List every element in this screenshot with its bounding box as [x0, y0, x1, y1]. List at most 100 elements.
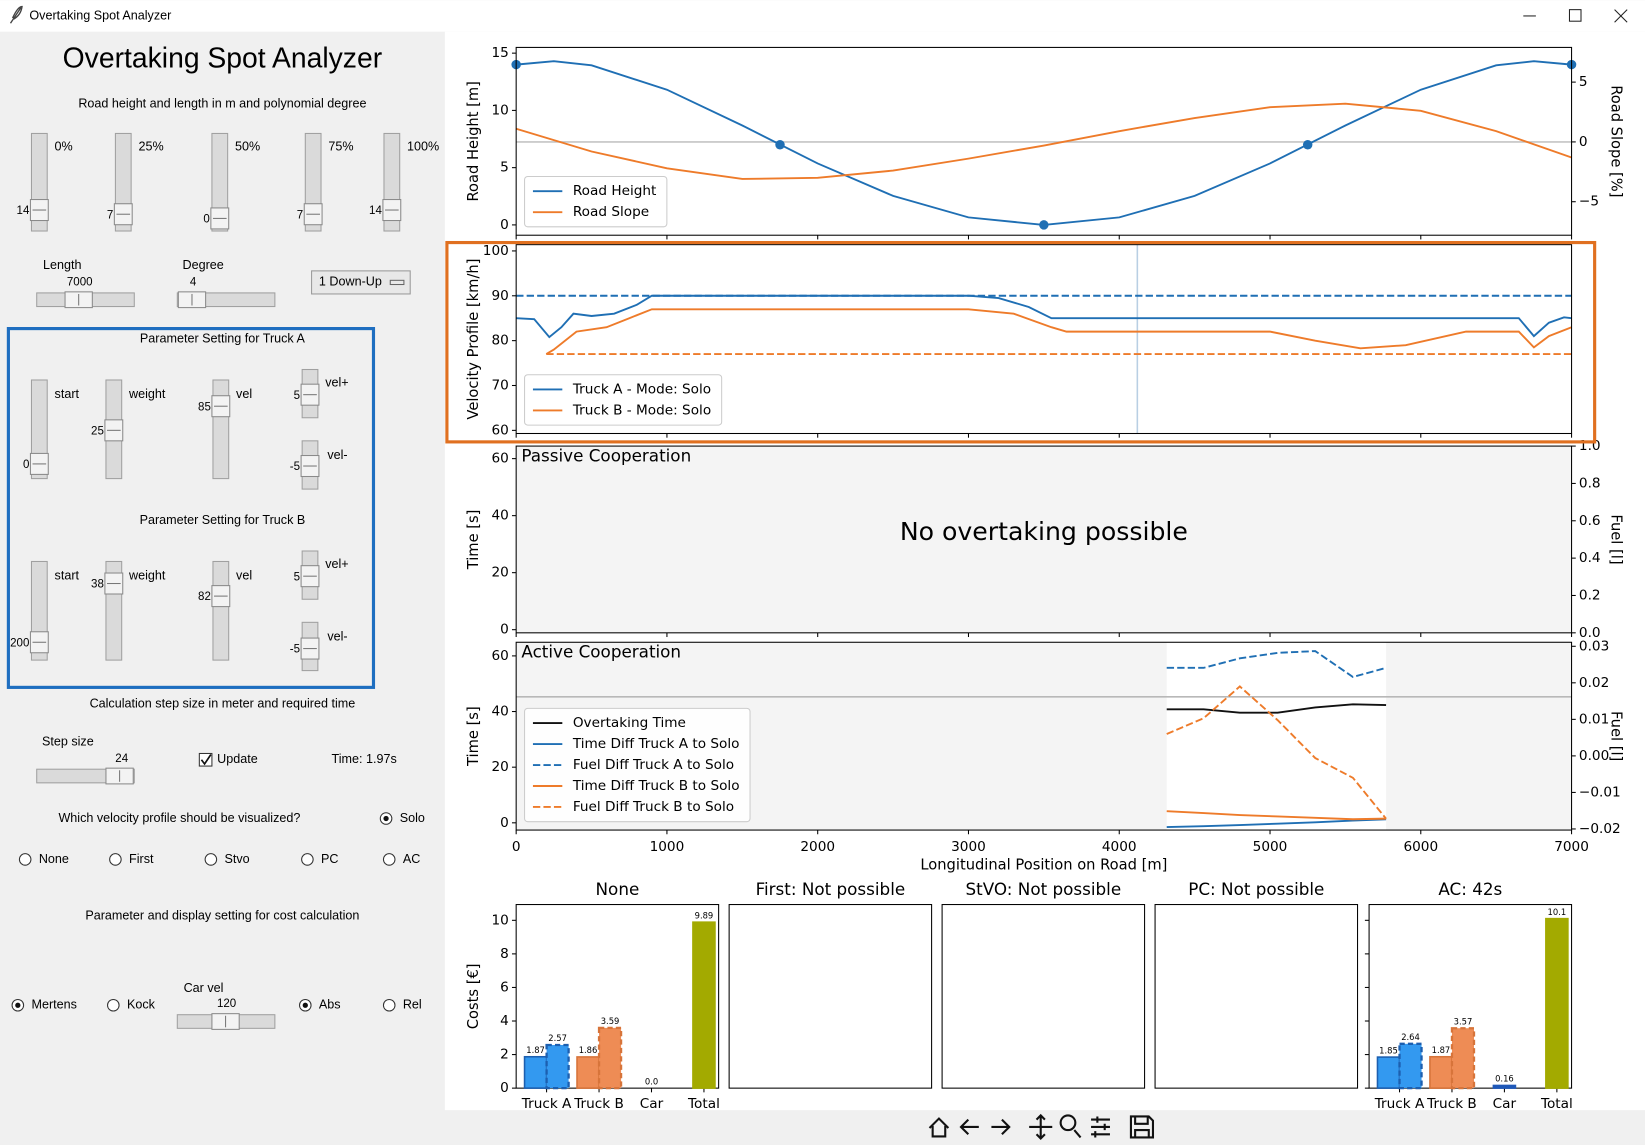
slider-label: vel [236, 387, 252, 401]
y2-tick-label: −0.02 [1579, 821, 1621, 837]
slider-trough[interactable] [212, 379, 230, 480]
checkbox-label: Update [217, 752, 258, 766]
slider-value: 5 [294, 390, 300, 402]
y-axis-label: Time [s] [465, 706, 482, 767]
radio-label: None [39, 852, 69, 866]
radio-button[interactable] [204, 853, 218, 866]
slider-value: 0 [203, 214, 209, 226]
radio-label: Stvo [225, 852, 250, 866]
checkbox-check [200, 754, 212, 766]
radio-label: Rel [403, 998, 422, 1012]
close-button[interactable] [1614, 9, 1628, 23]
legend-box [524, 374, 723, 426]
save-button[interactable] [1129, 1115, 1155, 1139]
slider-label: vel- [327, 629, 347, 643]
app-icon [9, 5, 23, 24]
slider-value: 200 [10, 637, 29, 649]
back-button[interactable] [959, 1118, 979, 1136]
y-tick-label: 6 [500, 979, 509, 995]
y2-tick-label: 0.00 [1579, 748, 1609, 764]
subplot-title: PC: Not possible [1188, 879, 1324, 899]
radio-button[interactable] [382, 853, 396, 866]
slider-value: 5 [294, 571, 300, 583]
option-menu[interactable] [311, 270, 411, 295]
y-tick-label: 15 [491, 45, 508, 61]
slider-label: vel [236, 569, 252, 583]
y-tick-label: 80 [491, 333, 508, 349]
radio-button[interactable] [109, 853, 122, 866]
plot-bg [516, 446, 1572, 633]
data-line [1166, 818, 1387, 828]
slider-label: start [55, 569, 80, 583]
radio-label: Kock [127, 998, 156, 1012]
bar-value-label: 0.16 [1495, 1074, 1514, 1084]
radio-label: AC [403, 852, 420, 866]
radio-button[interactable] [107, 998, 120, 1012]
group-title: Parameter Setting for Truck B [140, 513, 306, 527]
legend-label: Truck A - Mode: Solo [572, 381, 711, 397]
pan-button[interactable] [1029, 1113, 1053, 1140]
x-tick-label: 5000 [1253, 839, 1288, 855]
radio-label: PC [321, 852, 338, 866]
highlight-span [1166, 642, 1387, 831]
forward-button[interactable] [991, 1118, 1011, 1136]
data-line [1166, 650, 1387, 679]
x-tick-label: Truck B [573, 1096, 624, 1112]
maximize-button[interactable] [1568, 9, 1582, 22]
radio-button[interactable] [301, 853, 314, 866]
y-axis-label: Time [s] [465, 510, 482, 571]
x-tick-label: Truck A [521, 1096, 572, 1112]
radio-button[interactable] [382, 998, 396, 1012]
radio-button[interactable] [18, 853, 32, 866]
toolbar [928, 1113, 1155, 1140]
x-tick-label: 1000 [650, 839, 685, 855]
y-tick-label: 60 [491, 422, 508, 438]
configure-button[interactable] [1091, 1116, 1110, 1138]
zoom-button[interactable] [1059, 1114, 1082, 1139]
legend: Overtaking Time Time Diff Truck A to Solo… [524, 707, 751, 823]
slider-trough[interactable] [212, 560, 230, 661]
bar [576, 1056, 600, 1089]
bar-value-label: 1.85 [1379, 1045, 1398, 1055]
radio-label: First [129, 852, 154, 866]
slider-trough[interactable] [211, 132, 229, 232]
y2-tick-label: 0.02 [1579, 675, 1609, 691]
bar-value-label: 1.86 [579, 1045, 598, 1055]
slider-label: 25% [138, 139, 163, 153]
slider-label: Length [43, 258, 81, 272]
home-button[interactable] [928, 1117, 950, 1138]
radio-dot [15, 1002, 21, 1008]
x-tick-label: Car [1493, 1096, 1517, 1112]
y2-tick-label: 0.8 [1579, 475, 1601, 491]
slider-value: 38 [91, 579, 104, 591]
section-label: Parameter and display setting for cost c… [85, 908, 359, 922]
bar [523, 1055, 548, 1089]
truck-params-highlight [6, 327, 376, 689]
legend-box [524, 175, 668, 228]
annotation: No overtaking possible [900, 517, 1188, 546]
slider-label: Car vel [184, 981, 224, 995]
slider-value: 14 [369, 205, 382, 217]
y-axis-label: Road Height [m] [465, 81, 482, 201]
slider-value: 7 [297, 209, 303, 221]
data-line [1166, 703, 1387, 714]
slider-label: Degree [183, 258, 224, 272]
legend-label: Road Height [573, 183, 657, 199]
group-title: Parameter Setting for Truck A [140, 331, 306, 345]
y-tick-label: 60 [491, 648, 508, 664]
bar [1376, 1056, 1401, 1089]
y-axis-label: Costs [€] [465, 963, 482, 1029]
slider-label: vel- [327, 448, 347, 462]
radio-dot [302, 1002, 308, 1008]
option-menu-text: 1 Down-Up [319, 275, 382, 289]
bar-value-label: 2.57 [548, 1033, 567, 1043]
slider-value: 0 [23, 459, 29, 471]
section-label: Road height and length in m and polynomi… [78, 96, 366, 110]
legend-label: Time Diff Truck A to Solo [572, 736, 740, 752]
x-tick-label: Total [687, 1096, 720, 1112]
plot-bg [1154, 904, 1359, 1089]
legend-label: Fuel Diff Truck B to Solo [573, 799, 734, 815]
y2-tick-label: 5 [1579, 74, 1588, 90]
